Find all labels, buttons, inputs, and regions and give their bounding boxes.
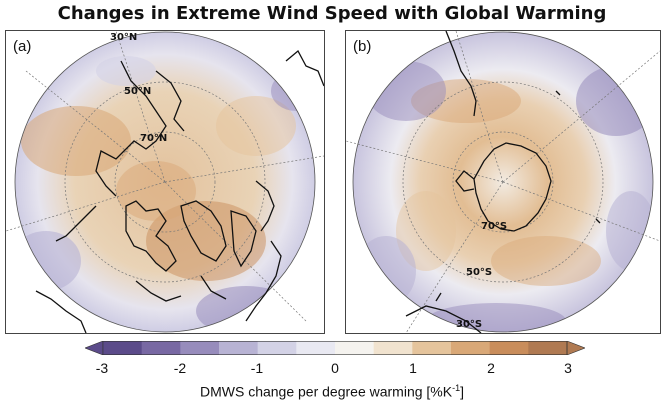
panel-a-svg <box>6 31 324 333</box>
colorbar-label-end: ] <box>460 383 464 400</box>
colorbar-tick: -3 <box>95 360 109 376</box>
colorbar-segment <box>489 341 529 355</box>
panel-b-label: (b) <box>353 38 372 55</box>
colorbar-tick: -2 <box>173 360 187 376</box>
colorbar-segment <box>103 341 143 355</box>
lat-label-30n: 30°N <box>110 32 138 43</box>
colorbar-segment <box>257 341 297 355</box>
lat-label-70s: 70°S <box>481 221 508 232</box>
colorbar-extend-low <box>85 341 104 355</box>
colorbar-segment <box>412 341 452 355</box>
colorbar-tick: 0 <box>331 360 339 376</box>
lat-label-70n: 70°N <box>140 133 168 144</box>
colorbar-tick: 2 <box>487 360 495 376</box>
colorbar-label: DMWS change per degree warming [%K-1] <box>0 383 664 400</box>
panel-a-label: (a) <box>13 38 32 55</box>
colorbar-segment <box>451 341 491 355</box>
colorbar-tick: 1 <box>409 360 417 376</box>
panel-a-coastlines <box>35 49 324 333</box>
lat-label-50n: 50°N <box>124 86 152 97</box>
colorbar-segment <box>296 341 336 355</box>
panel-b-coastlines <box>405 31 601 333</box>
colorbar-label-main: DMWS change per degree warming [%K <box>199 383 453 400</box>
panel-b-map: (b) 70°S 50°S 30°S <box>345 30 661 334</box>
colorbar-segment <box>528 341 568 355</box>
colorbar <box>85 341 585 355</box>
colorbar-segment <box>335 341 375 355</box>
colorbar-segment <box>373 341 413 355</box>
colorbar-label-sup: -1 <box>452 383 461 393</box>
panel-a-graticule <box>6 31 324 322</box>
colorbar-ticks: -3 -2 -1 0 1 2 3 <box>0 360 664 380</box>
panel-a-map: (a) 30°N 50°N 70°N <box>5 30 325 334</box>
colorbar-segment <box>219 341 259 355</box>
colorbar-tick: -1 <box>250 360 264 376</box>
panel-b-svg <box>346 31 660 333</box>
colorbar-extend-high <box>566 341 585 355</box>
figure-title: Changes in Extreme Wind Speed with Globa… <box>57 3 607 24</box>
lat-label-30s: 30°S <box>456 319 483 330</box>
lat-label-50s: 50°S <box>466 267 493 278</box>
colorbar-segment <box>180 341 220 355</box>
colorbar-outline <box>102 341 568 355</box>
colorbar-tick: 3 <box>564 360 572 376</box>
colorbar-segment <box>141 341 181 355</box>
